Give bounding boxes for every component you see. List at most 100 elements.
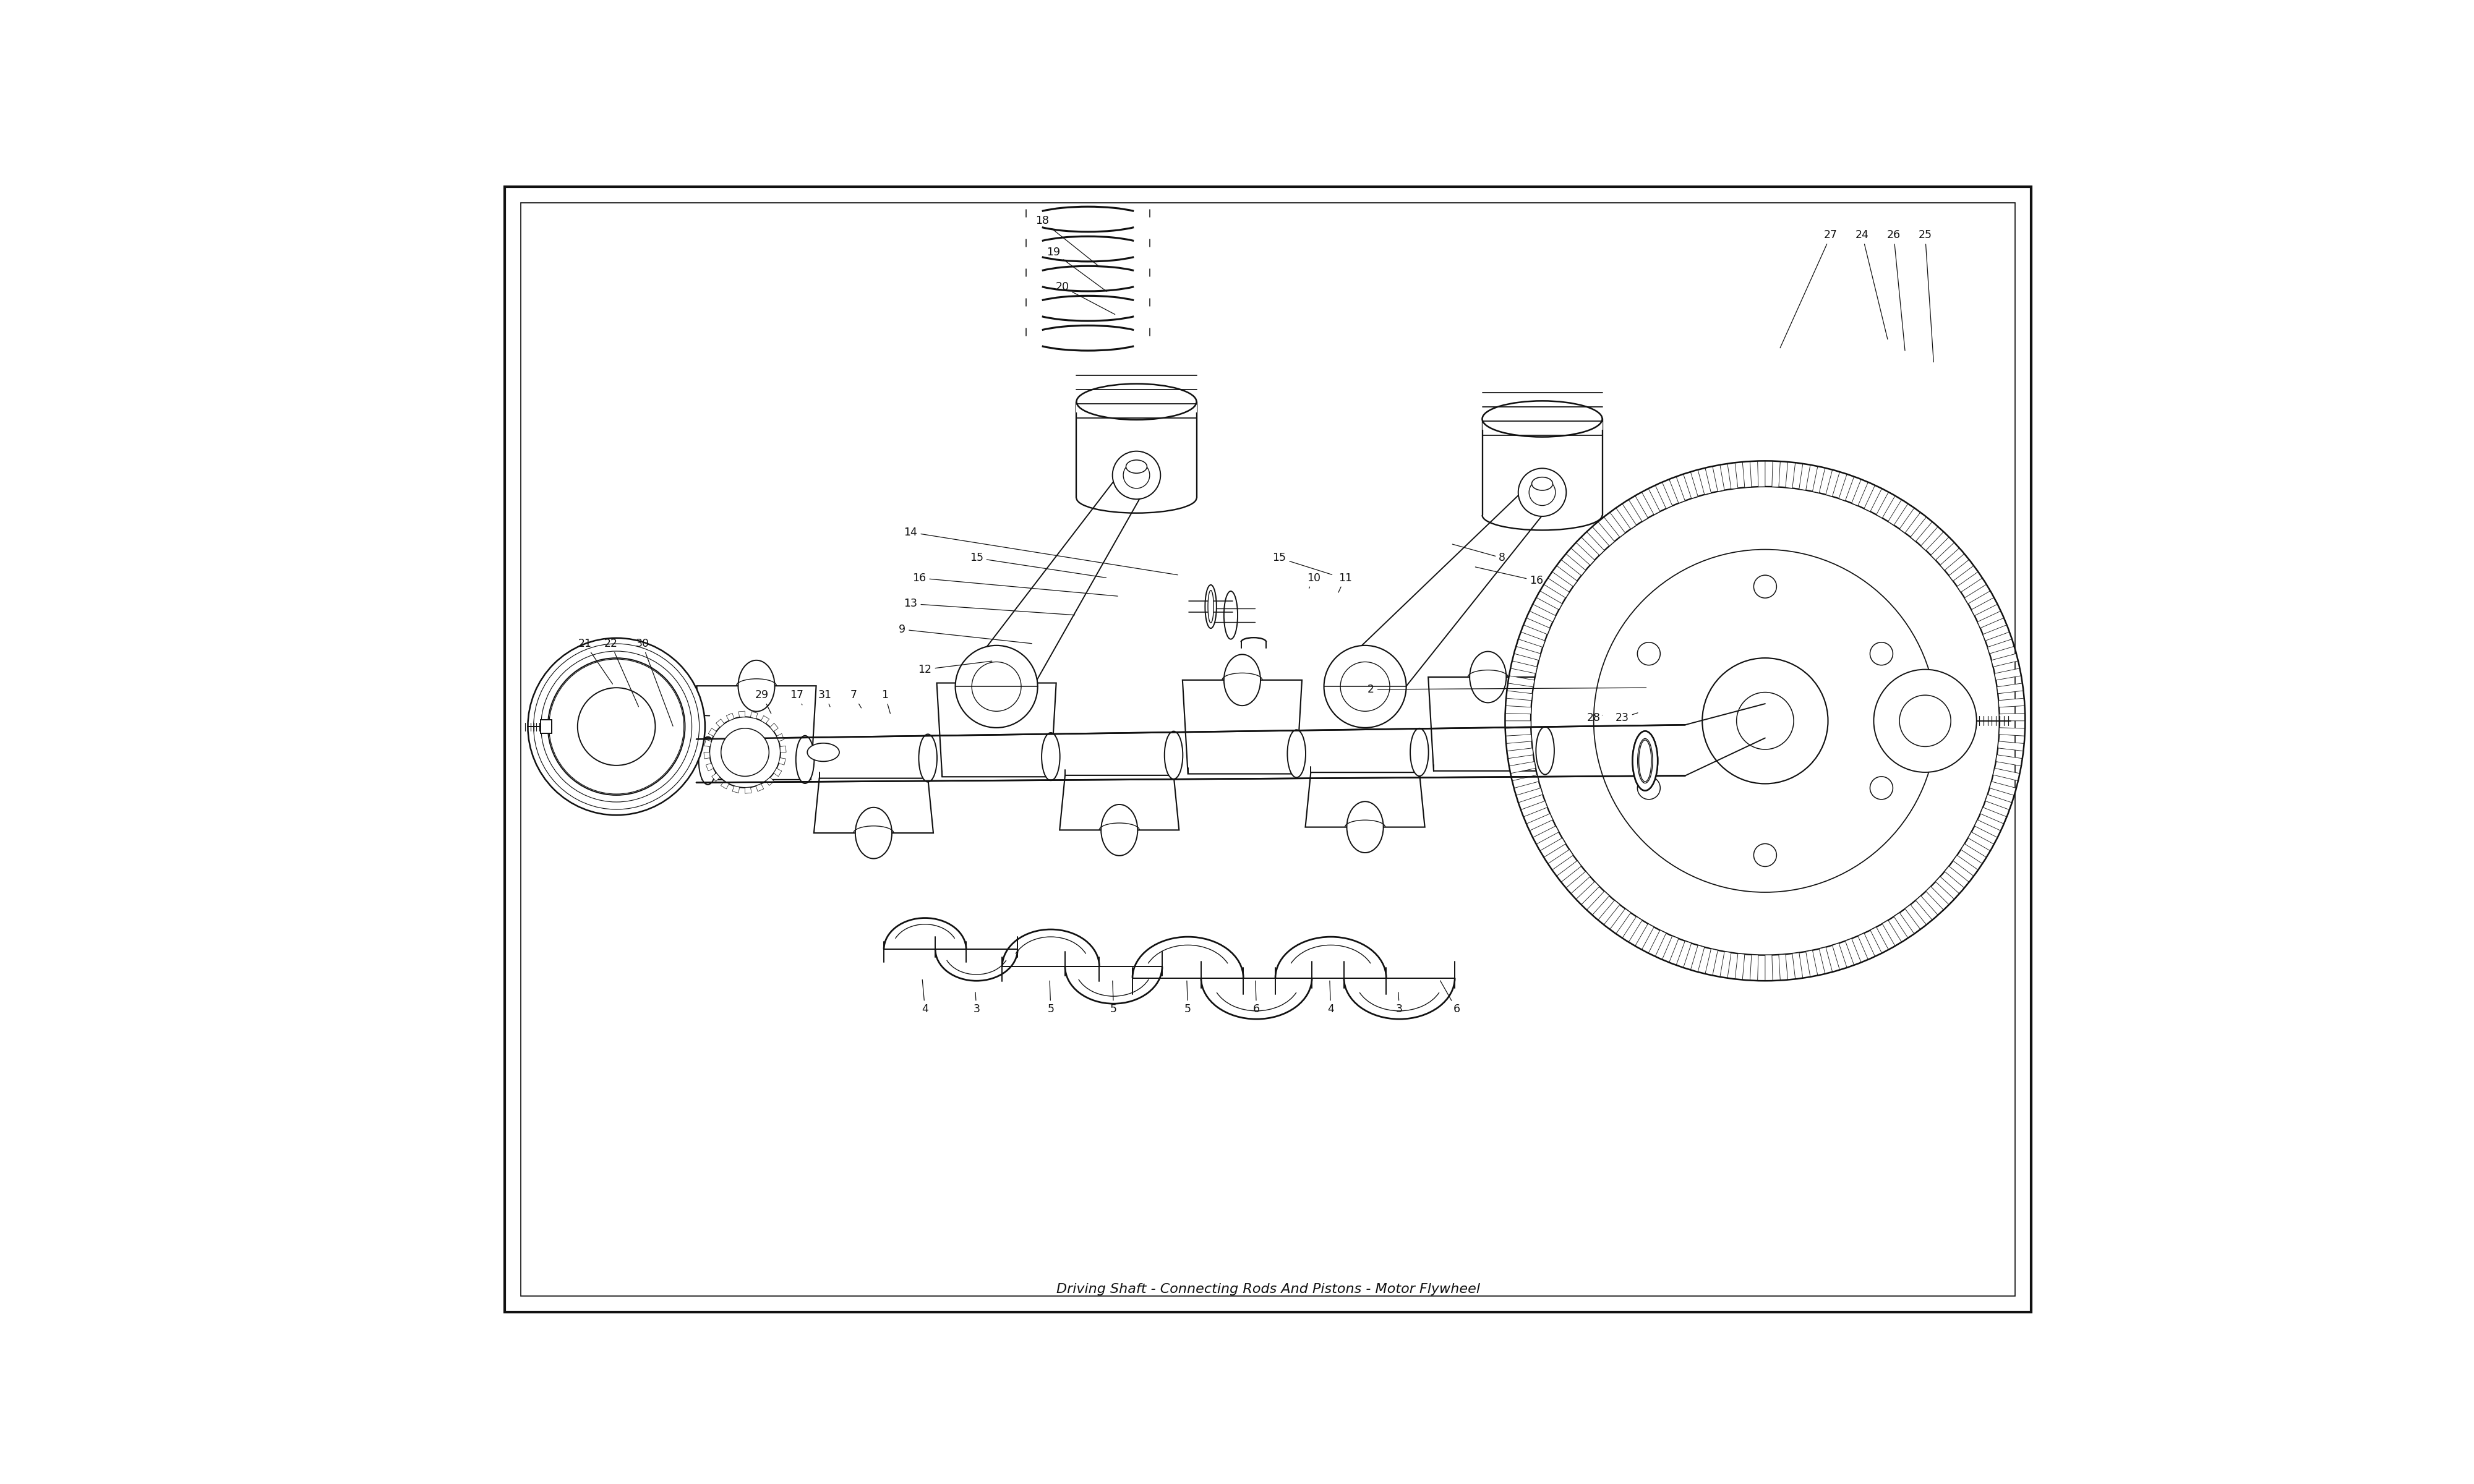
Polygon shape — [1616, 503, 1635, 528]
Circle shape — [1873, 669, 1977, 772]
Text: 9: 9 — [898, 623, 1032, 644]
Circle shape — [1113, 451, 1160, 499]
Polygon shape — [1888, 500, 1907, 525]
Ellipse shape — [1042, 733, 1059, 781]
Polygon shape — [1504, 706, 1531, 714]
Text: 29: 29 — [755, 690, 772, 714]
Text: 28: 28 — [1586, 712, 1603, 724]
Polygon shape — [1529, 604, 1556, 622]
Polygon shape — [732, 787, 740, 792]
Text: 18: 18 — [1037, 215, 1098, 266]
Polygon shape — [1551, 565, 1578, 586]
Polygon shape — [1779, 954, 1789, 981]
Ellipse shape — [737, 660, 774, 711]
Polygon shape — [1833, 944, 1848, 971]
Polygon shape — [1989, 782, 2016, 795]
Polygon shape — [715, 718, 725, 727]
Polygon shape — [1663, 936, 1680, 963]
Polygon shape — [1341, 482, 1554, 708]
Polygon shape — [1818, 947, 1833, 974]
Polygon shape — [1507, 748, 1534, 758]
Polygon shape — [1846, 938, 1860, 965]
Polygon shape — [1863, 485, 1883, 512]
Polygon shape — [1826, 470, 1841, 497]
Polygon shape — [1507, 735, 1531, 743]
Polygon shape — [1962, 844, 1987, 864]
Text: 3: 3 — [972, 993, 980, 1015]
Polygon shape — [1806, 950, 1818, 976]
Polygon shape — [1549, 849, 1573, 870]
Polygon shape — [1950, 559, 1974, 580]
Ellipse shape — [1076, 384, 1197, 420]
Polygon shape — [1648, 930, 1665, 957]
Polygon shape — [1734, 954, 1744, 979]
Polygon shape — [1534, 827, 1559, 844]
Ellipse shape — [1536, 727, 1554, 775]
Polygon shape — [1697, 467, 1712, 494]
Polygon shape — [1655, 482, 1672, 509]
Text: 10: 10 — [1306, 573, 1321, 588]
Text: 17: 17 — [789, 690, 804, 705]
Text: 3: 3 — [1395, 993, 1403, 1015]
Circle shape — [972, 662, 1022, 711]
Text: 7: 7 — [851, 690, 861, 708]
Ellipse shape — [1482, 401, 1603, 436]
Polygon shape — [1519, 632, 1544, 647]
Ellipse shape — [1346, 801, 1383, 853]
Polygon shape — [1957, 571, 1982, 592]
Ellipse shape — [1165, 732, 1183, 779]
Text: 25: 25 — [1917, 230, 1935, 362]
Polygon shape — [1974, 819, 2001, 837]
Polygon shape — [1059, 775, 1180, 830]
Ellipse shape — [698, 738, 717, 785]
Text: 27: 27 — [1781, 230, 1838, 347]
Polygon shape — [705, 752, 710, 758]
Polygon shape — [705, 763, 713, 772]
Polygon shape — [1900, 508, 1920, 533]
Circle shape — [1341, 662, 1390, 711]
Polygon shape — [779, 746, 787, 752]
Polygon shape — [1514, 647, 1541, 660]
Polygon shape — [1586, 892, 1611, 916]
Circle shape — [1519, 469, 1566, 516]
Polygon shape — [1994, 668, 2021, 680]
Polygon shape — [1930, 537, 1954, 559]
Polygon shape — [1972, 598, 1997, 616]
Polygon shape — [1581, 531, 1603, 555]
Polygon shape — [1598, 901, 1620, 925]
Polygon shape — [1999, 714, 2026, 721]
Polygon shape — [1982, 625, 2009, 641]
Polygon shape — [713, 773, 720, 782]
Polygon shape — [1635, 923, 1655, 950]
Polygon shape — [727, 714, 735, 721]
Text: 16: 16 — [1475, 567, 1544, 586]
Polygon shape — [1670, 476, 1685, 503]
Circle shape — [1754, 844, 1776, 867]
Polygon shape — [1786, 462, 1796, 488]
Circle shape — [1593, 549, 1937, 892]
Polygon shape — [705, 739, 713, 746]
Ellipse shape — [797, 736, 814, 784]
Polygon shape — [1524, 617, 1551, 634]
Ellipse shape — [1633, 732, 1658, 791]
Circle shape — [1870, 643, 1893, 665]
Polygon shape — [774, 769, 782, 776]
Text: 16: 16 — [913, 573, 1118, 597]
Polygon shape — [1945, 867, 1969, 887]
Polygon shape — [1076, 402, 1197, 413]
Polygon shape — [1997, 755, 2021, 766]
Text: 26: 26 — [1888, 230, 1905, 350]
Polygon shape — [1799, 463, 1811, 490]
Text: 11: 11 — [1338, 573, 1351, 592]
Polygon shape — [698, 686, 816, 779]
Circle shape — [1754, 576, 1776, 598]
Polygon shape — [1764, 956, 1774, 981]
Polygon shape — [1712, 464, 1724, 491]
Circle shape — [710, 717, 779, 788]
Ellipse shape — [1126, 460, 1148, 473]
Polygon shape — [1999, 742, 2024, 751]
Polygon shape — [1984, 794, 2011, 810]
Polygon shape — [814, 778, 933, 833]
Polygon shape — [1556, 861, 1581, 881]
Polygon shape — [1682, 472, 1697, 499]
